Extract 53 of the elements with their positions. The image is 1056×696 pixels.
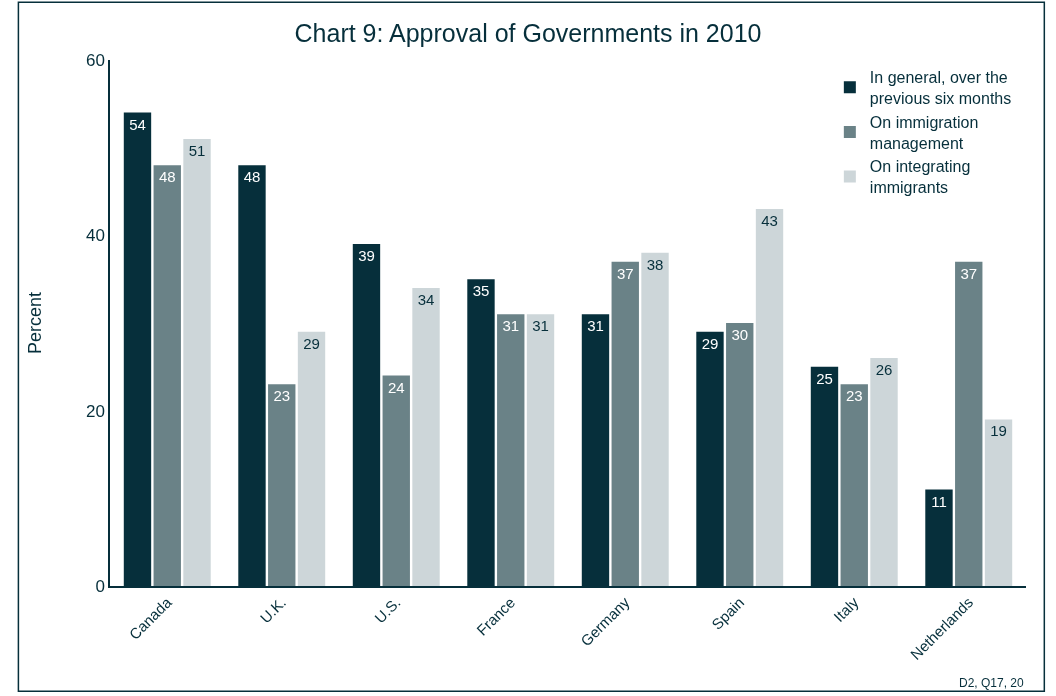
data-label: 23	[845, 387, 863, 405]
data-label: 37	[960, 264, 978, 282]
data-label: 11	[931, 492, 947, 510]
data-label: 29	[303, 334, 320, 352]
bar	[755, 209, 784, 586]
data-label: 51	[188, 141, 206, 159]
bar	[497, 314, 525, 586]
legend-label: On integrating immigrants	[869, 158, 971, 197]
bar	[611, 261, 639, 586]
data-label: 48	[243, 168, 261, 186]
data-label: 29	[701, 334, 719, 352]
text: D2, Q17, 20	[959, 676, 1025, 690]
y-tick-label: 0	[95, 576, 105, 596]
bar	[412, 287, 440, 586]
bar	[526, 314, 555, 586]
data-label: 19	[990, 422, 1007, 440]
bar	[268, 384, 296, 586]
data-label: 31	[587, 317, 604, 335]
data-label: 38	[646, 255, 664, 273]
y-tick-label: 20	[85, 401, 105, 421]
legend-label: In general, over the previous six months	[869, 69, 1012, 107]
bar	[870, 358, 898, 586]
x-tick-label: U.S.	[371, 593, 404, 627]
data-label: 31	[532, 317, 549, 335]
bar	[840, 384, 868, 586]
legend-label: On immigration management	[869, 113, 979, 152]
bar	[297, 331, 326, 586]
x-tick-label: Italy	[830, 593, 863, 626]
data-label: 24	[387, 378, 405, 396]
data-label: 39	[358, 247, 375, 265]
data-label: 48	[158, 168, 176, 186]
y-tick-label: 40	[85, 226, 105, 246]
bar	[641, 252, 669, 586]
data-label: 35	[472, 282, 490, 300]
data-label: 26	[875, 361, 893, 379]
data-label: 25	[816, 369, 833, 387]
y-tick-label: 60	[85, 50, 105, 70]
data-label: 30	[731, 326, 749, 343]
data-label: 23	[273, 387, 291, 405]
data-label: 34	[417, 290, 435, 308]
bar	[183, 138, 211, 586]
data-label: 54	[129, 115, 146, 133]
bar	[153, 165, 181, 586]
x-tick-label: U.K.	[256, 593, 290, 627]
bar	[984, 419, 1013, 586]
bar	[726, 323, 754, 586]
bar	[955, 261, 983, 586]
data-label: 43	[761, 212, 778, 230]
data-label: 37	[616, 264, 634, 282]
bar	[382, 375, 410, 586]
data-label: 31	[502, 317, 520, 335]
y-axis-title: Percent	[24, 291, 45, 355]
chart-title: Chart 9: Approval of Governments in 2010	[294, 18, 762, 47]
